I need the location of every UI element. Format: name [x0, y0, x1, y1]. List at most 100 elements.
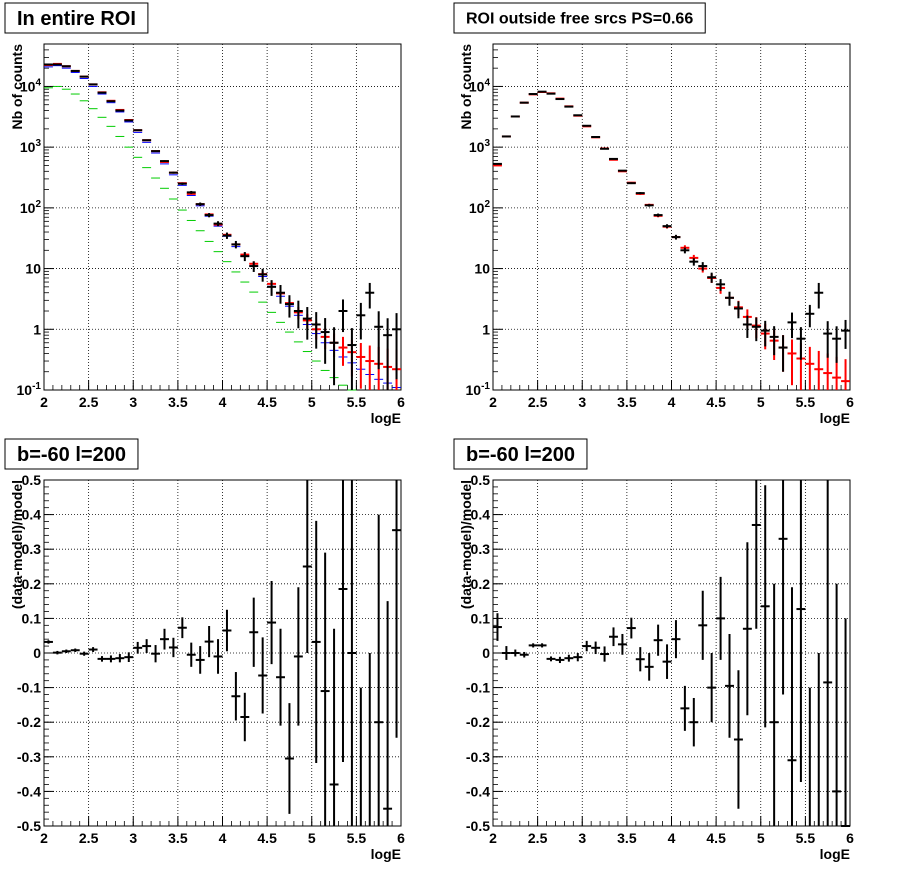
x-tick-label: 4 [668, 394, 676, 410]
title-box [4, 438, 139, 470]
chart-title: b=-60 l=200 [466, 444, 575, 466]
chart-title: b=-60 l=200 [17, 444, 126, 466]
x-tick-label: 5 [308, 394, 316, 410]
y-tick-label: 0.3 [22, 541, 42, 557]
chart-svg: 2 2.5 3 3.5 4 4.5 5 5.5 6 10-1 1 10 102 103 104 logE Nb … [453, 2, 854, 426]
chart-svg: 2 2.5 3 3.5 4 4.5 5 5.5 6 10-1 1 10 102 103 104 logE Nb … [4, 2, 405, 426]
y-tick-label: 10 [474, 261, 490, 277]
x-tick-label: 3 [129, 394, 137, 410]
y-tick-label: -0.2 [466, 714, 490, 730]
y-tick-label: 0.1 [471, 610, 491, 626]
title-box [453, 2, 706, 34]
y-tick-label: 104 [469, 77, 491, 94]
y-tick-label: 1 [482, 321, 490, 337]
y-axis-title: Nb of counts [458, 44, 474, 130]
y-tick-label: 102 [20, 199, 42, 216]
y-tick-label: 104 [20, 77, 42, 94]
y-tick-label: 0.4 [471, 507, 491, 523]
panel-bottom-left: 2 2.5 3 3.5 4 4.5 5 5.5 6 -0.5 -0.4 -0.3 -0.2 -0.1 0 0.… [0, 436, 449, 871]
x-tick-label: 6 [397, 830, 405, 846]
x-axis-title: logE [820, 410, 850, 426]
x-tick-label: 2 [40, 830, 48, 846]
y-tick-label: -0.3 [17, 749, 41, 765]
x-tick-label: 4 [219, 394, 227, 410]
x-tick-label: 3 [129, 830, 137, 846]
y-tick-label: 103 [469, 138, 491, 155]
y-axis-title: (data-model)/model [458, 480, 474, 609]
x-tick-label: 2 [40, 394, 48, 410]
title-box [453, 438, 588, 470]
y-tick-label: -0.1 [17, 680, 41, 696]
y-tick-label: -0.5 [17, 818, 41, 834]
title-box [4, 2, 149, 34]
y-tick-label: -0.5 [466, 818, 490, 834]
y-tick-label: 0.4 [22, 507, 42, 523]
y-tick-label: 0.2 [22, 576, 42, 592]
x-tick-label: 4.5 [257, 394, 277, 410]
y-tick-label: -0.2 [17, 714, 41, 730]
y-tick-label: -0.1 [466, 680, 490, 696]
x-tick-label: 3.5 [617, 394, 637, 410]
y-axis-title: (data-model)/model [9, 480, 25, 609]
series [493, 480, 850, 827]
y-tick-label: 103 [20, 138, 42, 155]
x-axis-title: logE [371, 410, 401, 426]
x-tick-label: 4 [668, 830, 676, 846]
x-tick-label: 6 [846, 830, 854, 846]
x-tick-label: 3.5 [168, 394, 188, 410]
x-tick-label: 2 [489, 830, 497, 846]
y-tick-label: -0.3 [466, 749, 490, 765]
x-tick-label: 2 [489, 394, 497, 410]
series [493, 90, 850, 372]
x-tick-label: 3 [578, 394, 586, 410]
x-tick-label: 5.5 [796, 394, 816, 410]
x-tick-label: 3.5 [617, 830, 637, 846]
y-tick-label: 10-1 [17, 381, 42, 398]
x-tick-label: 6 [397, 394, 405, 410]
x-tick-label: 5.5 [796, 830, 816, 846]
y-tick-label: -0.4 [17, 783, 41, 799]
y-tick-label: 0 [33, 645, 41, 661]
chart-title: ROI outside free srcs PS=0.66 [466, 11, 693, 28]
x-axis-title: logE [820, 846, 850, 862]
x-tick-label: 2.5 [79, 394, 99, 410]
x-tick-label: 5 [757, 830, 765, 846]
chart-svg: 2 2.5 3 3.5 4 4.5 5 5.5 6 -0.5 -0.4 -0.3 -0.2 -0.1 0 0.… [4, 438, 405, 862]
y-tick-label: 0.2 [471, 576, 491, 592]
x-tick-label: 5 [308, 830, 316, 846]
chart-svg: 2 2.5 3 3.5 4 4.5 5 5.5 6 -0.5 -0.4 -0.3 -0.2 -0.1 0 0.… [453, 438, 854, 862]
x-tick-label: 2.5 [528, 394, 548, 410]
y-tick-label: 10 [25, 261, 41, 277]
panel-bottom-right: 2 2.5 3 3.5 4 4.5 5 5.5 6 -0.5 -0.4 -0.3 -0.2 -0.1 0 0.… [449, 436, 898, 871]
y-tick-label: 0.5 [471, 472, 491, 488]
x-tick-label: 3.5 [168, 830, 188, 846]
x-tick-label: 5.5 [347, 394, 367, 410]
x-tick-label: 5.5 [347, 830, 367, 846]
x-tick-label: 3 [578, 830, 586, 846]
y-tick-label: 1 [33, 321, 41, 337]
series [44, 85, 357, 391]
x-tick-label: 4.5 [706, 830, 726, 846]
y-axis-title: Nb of counts [9, 44, 25, 130]
y-tick-label: 0 [482, 645, 490, 661]
x-tick-label: 4 [219, 830, 227, 846]
panel-top-left: 2 2.5 3 3.5 4 4.5 5 5.5 6 10-1 1 10 102 103 104 logE Nb … [0, 0, 449, 435]
x-tick-label: 2.5 [528, 830, 548, 846]
x-tick-label: 4.5 [706, 394, 726, 410]
x-tick-label: 2.5 [79, 830, 99, 846]
panel-top-right: 2 2.5 3 3.5 4 4.5 5 5.5 6 10-1 1 10 102 103 104 logE Nb … [449, 0, 898, 435]
series [44, 480, 401, 826]
x-tick-label: 5 [757, 394, 765, 410]
x-axis-title: logE [371, 846, 401, 862]
y-tick-label: 0.5 [22, 472, 42, 488]
series [44, 63, 401, 390]
x-tick-label: 4.5 [257, 830, 277, 846]
x-tick-label: 6 [846, 394, 854, 410]
y-tick-label: 0.1 [22, 610, 42, 626]
y-tick-label: 10-1 [466, 381, 491, 398]
y-tick-label: -0.4 [466, 783, 490, 799]
y-tick-label: 102 [469, 199, 491, 216]
y-tick-label: 0.3 [471, 541, 491, 557]
chart-title: In entire ROI [17, 8, 136, 30]
